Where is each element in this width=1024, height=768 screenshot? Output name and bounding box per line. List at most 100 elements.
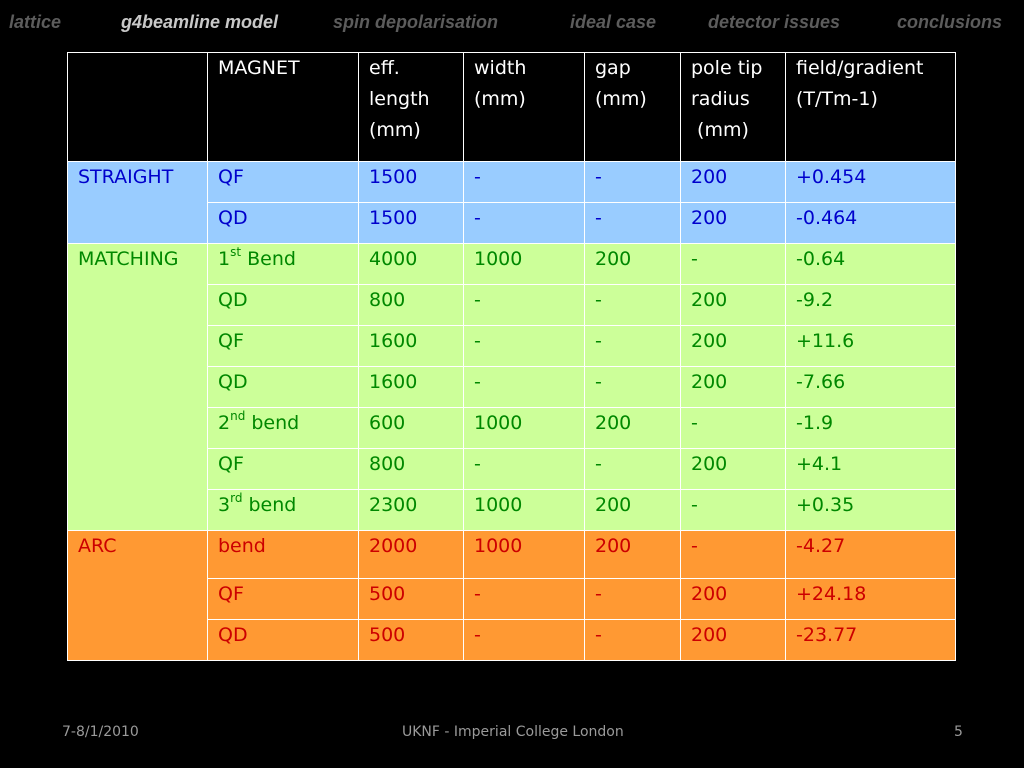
field-gradient-cell: +0.35 <box>785 489 956 531</box>
header-eff-length: eff. length (mm) <box>358 52 464 162</box>
gap-cell: - <box>584 366 681 408</box>
top-navigation: lattice g4beamline model spin depolarisa… <box>0 12 1024 34</box>
magnet-ordinal: 1 <box>218 248 231 270</box>
width-cell: 1000 <box>463 407 585 449</box>
pole-tip-radius-cell: 200 <box>680 161 786 203</box>
table-row: QD 1500- -200 -0.464 <box>68 202 956 244</box>
magnet-cell: QD <box>207 284 359 326</box>
table-row: QD 500- -200 -23.77 <box>68 619 956 661</box>
field-gradient-cell: -9.2 <box>785 284 956 326</box>
magnet-ordinal: 2 <box>218 412 231 434</box>
footer-date: 7-8/1/2010 <box>62 724 139 740</box>
header-row: MAGNET eff. length (mm) width (mm) gap (mm) pole… <box>67 52 956 162</box>
width-cell: - <box>463 325 585 367</box>
nav-item-lattice[interactable]: lattice <box>9 12 62 32</box>
field-gradient-cell: -1.9 <box>785 407 956 449</box>
pole-tip-radius-cell: 200 <box>680 284 786 326</box>
header-section <box>67 52 208 162</box>
width-cell: - <box>463 366 585 408</box>
gap-cell: 200 <box>584 530 681 579</box>
field-gradient-cell: +11.6 <box>785 325 956 367</box>
pole-tip-radius-cell: - <box>680 243 786 285</box>
eff-length-cell: 1600 <box>358 325 464 367</box>
table-row: STRAIGHT QF 1500- -200 +0.454 <box>67 161 956 244</box>
gap-cell: - <box>584 448 681 490</box>
eff-length-cell: 600 <box>358 407 464 449</box>
magnet-type: bend <box>245 412 300 434</box>
nav-item-g4beamline-model[interactable]: g4beamline model <box>121 12 279 32</box>
magnet-ordinal-suffix: rd <box>230 490 243 505</box>
gap-cell: - <box>584 161 681 203</box>
width-cell: - <box>463 202 585 244</box>
field-gradient-cell: -0.464 <box>785 202 956 244</box>
eff-length-cell: 500 <box>358 619 464 661</box>
width-cell: - <box>463 619 585 661</box>
field-gradient-cell: -0.64 <box>785 243 956 285</box>
field-gradient-cell: -4.27 <box>785 530 956 579</box>
header-gap: gap (mm) <box>584 52 681 162</box>
magnet-table: MAGNET eff. length (mm) width (mm) gap (mm) pole… <box>67 52 956 661</box>
header-pole-tip-radius: pole tip radius (mm) <box>680 52 786 162</box>
magnet-type: Bend <box>241 248 296 270</box>
eff-length-cell: 4000 <box>358 243 464 285</box>
section-label: MATCHING <box>67 243 208 531</box>
nav-item-conclusions[interactable]: conclusions <box>897 12 1003 32</box>
magnet-type: bend <box>242 494 297 516</box>
section-label: STRAIGHT <box>67 161 208 244</box>
gap-cell: 200 <box>584 489 681 531</box>
eff-length-cell: 2000 <box>358 530 464 579</box>
table-row: QD 1600- -200 -7.66 <box>68 366 956 408</box>
pole-tip-radius-cell: 200 <box>680 325 786 367</box>
eff-length-cell: 1500 <box>358 161 464 203</box>
table-row: QD 800- -200 -9.2 <box>68 284 956 326</box>
magnet-cell: QD <box>207 619 359 661</box>
table-body: STRAIGHT QF 1500- -200 +0.454 QD 1500- -200 -0.4… <box>67 161 956 661</box>
pole-tip-radius-cell: - <box>680 407 786 449</box>
gap-cell: 200 <box>584 407 681 449</box>
gap-cell: - <box>584 202 681 244</box>
magnet-cell: 3rd bend <box>207 489 359 531</box>
table-row: ARC bend 2000 1000 200- -4.27 <box>67 530 956 661</box>
pole-tip-radius-cell: 200 <box>680 619 786 661</box>
table-row: 3rd bend 2300 1000 200- +0.35 <box>68 489 956 531</box>
width-cell: - <box>463 578 585 620</box>
magnet-cell: bend <box>207 530 359 579</box>
gap-cell: - <box>584 619 681 661</box>
width-cell: - <box>463 284 585 326</box>
magnet-cell: 2nd bend <box>207 407 359 449</box>
eff-length-cell: 800 <box>358 284 464 326</box>
magnet-cell: QF <box>207 578 359 620</box>
width-cell: - <box>463 161 585 203</box>
gap-cell: 200 <box>584 243 681 285</box>
footer-venue: UKNF - Imperial College London <box>402 724 624 740</box>
pole-tip-radius-cell: 200 <box>680 202 786 244</box>
header-magnet: MAGNET <box>207 52 359 162</box>
magnet-cell: QF <box>207 161 359 203</box>
field-gradient-cell: -7.66 <box>785 366 956 408</box>
gap-cell: - <box>584 325 681 367</box>
magnet-ordinal-suffix: nd <box>230 408 246 423</box>
header-width: width (mm) <box>463 52 585 162</box>
eff-length-cell: 2300 <box>358 489 464 531</box>
eff-length-cell: 500 <box>358 578 464 620</box>
pole-tip-radius-cell: - <box>680 489 786 531</box>
nav-item-spin-depolarisation[interactable]: spin depolarisation <box>333 12 499 32</box>
eff-length-cell: 1500 <box>358 202 464 244</box>
width-cell: 1000 <box>463 243 585 285</box>
magnet-ordinal-suffix: st <box>230 244 242 259</box>
pole-tip-radius-cell: - <box>680 530 786 579</box>
eff-length-cell: 1600 <box>358 366 464 408</box>
pole-tip-radius-cell: 200 <box>680 448 786 490</box>
field-gradient-cell: +4.1 <box>785 448 956 490</box>
nav-item-ideal-case[interactable]: ideal case <box>570 12 657 32</box>
header-field-gradient: field/gradient (T/Tm-1) <box>785 52 956 162</box>
table-row: MATCHING 1st Bend 4000 1000 200- -0.64 <box>67 243 956 531</box>
field-gradient-cell: -23.77 <box>785 619 956 661</box>
table-header: MAGNET eff. length (mm) width (mm) gap (mm) pole… <box>67 52 956 162</box>
width-cell: 1000 <box>463 489 585 531</box>
magnet-cell: 1st Bend <box>207 243 359 285</box>
table-row: 2nd bend 600 1000 200- -1.9 <box>68 407 956 449</box>
gap-cell: - <box>584 284 681 326</box>
nav-item-detector-issues[interactable]: detector issues <box>708 12 841 32</box>
gap-cell: - <box>584 578 681 620</box>
